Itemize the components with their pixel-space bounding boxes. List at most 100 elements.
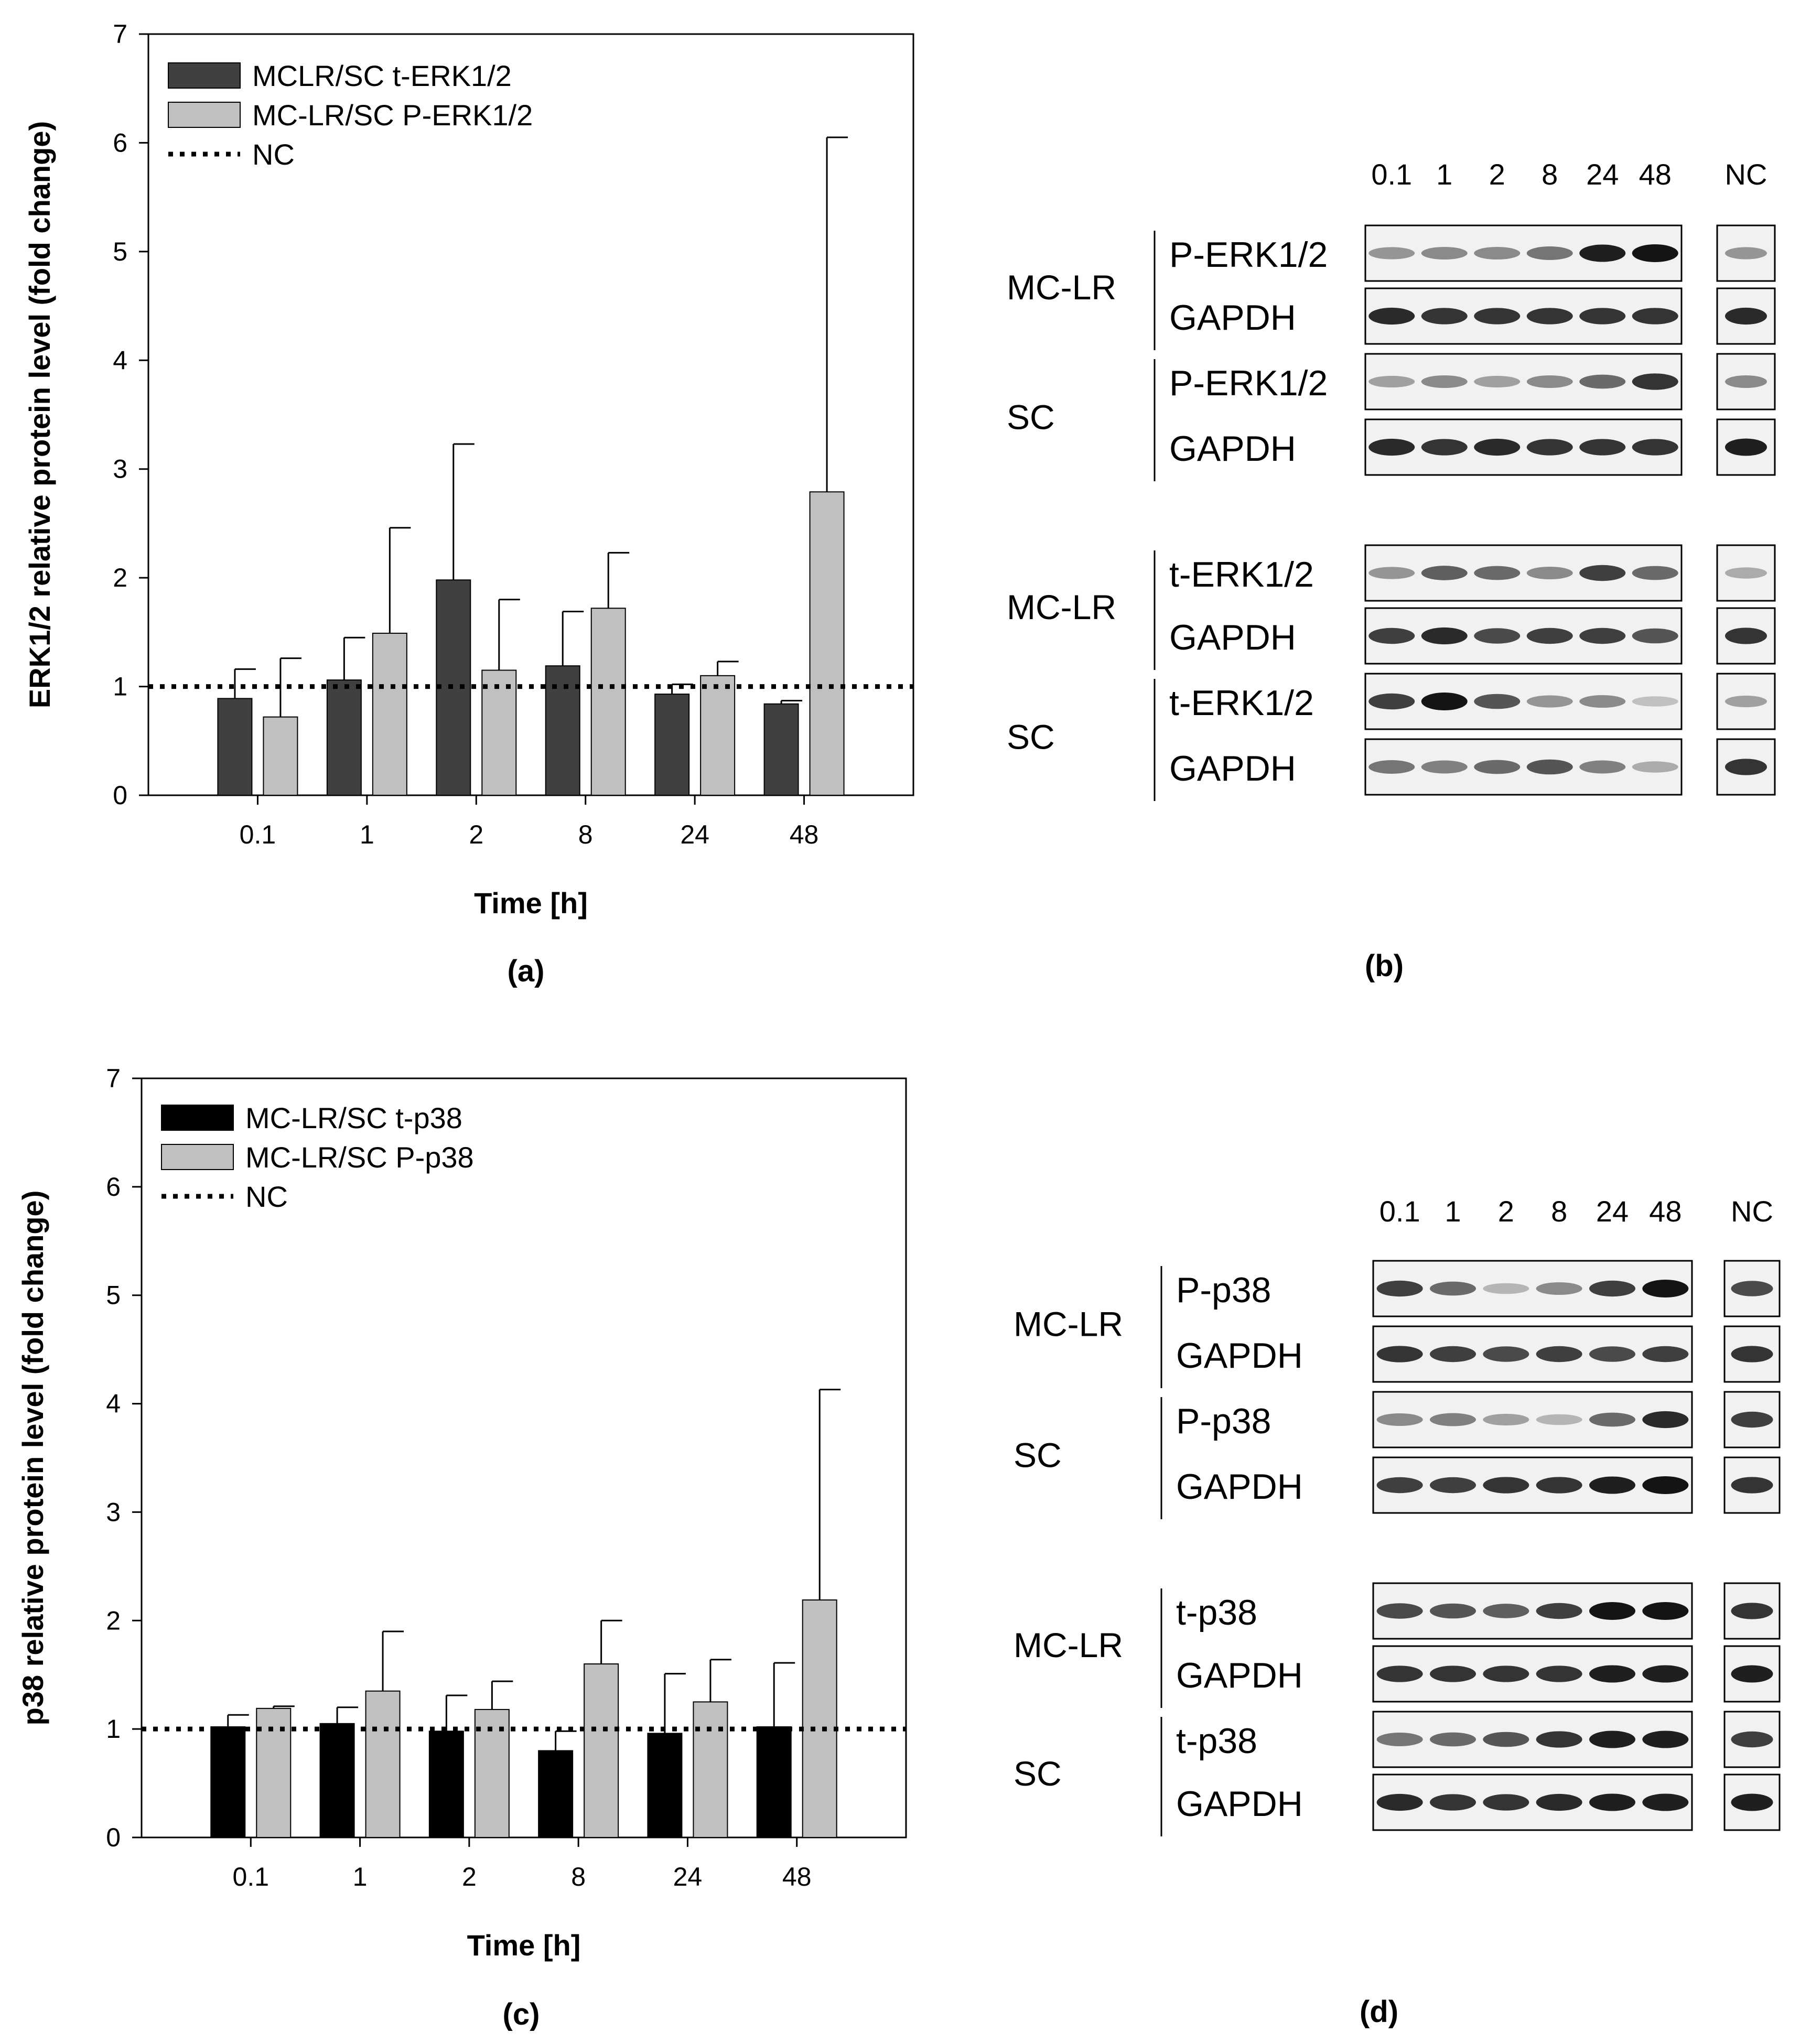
bar [210,1726,246,1838]
blot-band [1430,1603,1476,1619]
bar [584,1663,619,1838]
blot-band [1589,1476,1635,1494]
blot-band [1579,695,1626,708]
blot-p38: 0.1 1 2 8 24 48 NC MC-LR P-p38 GAPDH SC P-p38 GAPDH M… [1014,1195,1781,1836]
x-tick-label: 8 [578,820,593,849]
blot-band [1421,439,1468,456]
legend-label: MC-LR/SC t-p38 [245,1101,462,1134]
blot-band [1536,1666,1582,1682]
lane-label: 0.1 [1379,1195,1420,1228]
blot-nc-band [1731,1411,1773,1428]
blot-row-label: P-ERK1/2 [1169,235,1328,275]
blot-band [1474,438,1521,456]
blot-row-label: GAPDH [1169,429,1296,469]
legend-swatch [161,1105,234,1131]
blot-nc-band [1725,695,1767,708]
bar [545,665,580,796]
blot-band [1632,244,1678,262]
lane-label: 24 [1596,1195,1629,1228]
blot-row-label: t-p38 [1176,1593,1257,1632]
blot-band [1430,1794,1476,1811]
blot-band [1368,307,1415,325]
blot-band [1589,1793,1635,1811]
lane-label: 8 [1542,158,1558,191]
x-tick-label: 48 [790,820,819,849]
lane-label: 0.1 [1371,158,1412,191]
bar [256,1707,292,1838]
blot-group-label: MC-LR [1007,268,1116,307]
blot-band [1368,628,1415,644]
blot-band [1430,1732,1476,1747]
blot-row-label: GAPDH [1169,298,1296,338]
bar [590,608,626,796]
blot-row-label: t-ERK1/2 [1169,683,1314,723]
y-tick-label: 4 [106,1389,121,1419]
bar [809,491,845,796]
blot-band [1483,1477,1529,1494]
blot-row-label: GAPDH [1176,1656,1303,1695]
bar [263,716,298,796]
x-tick-label: 0.1 [233,1862,270,1891]
blot-band [1474,375,1521,388]
blot-strip [1372,1645,1693,1703]
blot-band [1526,439,1573,456]
blot-band [1368,375,1415,388]
blot-strip [1364,607,1683,665]
blot-band [1483,1666,1529,1682]
blot-band [1421,627,1468,645]
blot-band [1526,375,1573,388]
y-tick-label: 3 [106,1497,121,1527]
x-axis-title: Time [h] [467,1929,581,1962]
y-tick-label: 2 [106,1606,121,1635]
lane-label: 8 [1551,1195,1567,1228]
blot-group-label: SC [1014,1754,1062,1793]
bar [647,1733,683,1838]
blot-band [1421,693,1468,710]
blot-band [1589,1731,1635,1748]
chart-p38: 0 1 2 3 4 5 6 7 0.1 1 2 8 24 48 MC-LR/SC t-p38 MC-LR/SC… [16,1064,907,1962]
blot-strip [1372,1711,1693,1768]
blot-group-label: SC [1014,1436,1062,1475]
bar [802,1599,837,1838]
blot-band [1474,246,1521,260]
blot-band [1632,628,1678,644]
blot-band [1376,1793,1423,1811]
chart-erk: 0 1 2 3 4 5 6 7 0.1 1 2 8 24 48 MCLR/SC t-ERK1/2 MC-LR/… [23,19,914,920]
blot-band [1579,374,1626,389]
blot-nc-band [1725,247,1767,259]
blot-band [1642,1280,1689,1297]
bar [372,632,407,796]
blot-band [1526,695,1573,708]
y-tick-label: 2 [113,563,127,592]
blot-group-label: SC [1007,398,1055,437]
legend-swatch [161,1144,234,1170]
blot-row-label: GAPDH [1176,1467,1303,1507]
x-tick-label: 1 [353,1862,368,1891]
blot-strip [1364,224,1683,282]
blot-nc-band [1731,1603,1773,1619]
plot-frame [147,33,914,796]
blot-strip [1364,738,1683,796]
blot-band [1526,246,1573,260]
y-tick-label: 1 [106,1714,121,1744]
blot-band [1430,1346,1476,1362]
panel-label-b: (b) [1365,949,1404,983]
lane-label: 48 [1639,158,1672,191]
y-tick-label: 7 [113,19,127,49]
x-tick-label: 2 [462,1862,477,1891]
blot-band [1642,1411,1689,1429]
blot-band [1421,246,1468,260]
blot-band [1632,696,1678,707]
blot-strip [1372,1773,1693,1831]
bar [538,1750,574,1838]
blot-band [1526,308,1573,325]
plot-frame [141,1077,907,1838]
blot-band [1430,1413,1476,1426]
blot-row-label: GAPDH [1176,1336,1303,1376]
lane-label: 24 [1586,158,1619,191]
x-tick-label: 0.1 [240,820,276,849]
blot-nc-band [1725,628,1767,644]
blot-band [1526,628,1573,644]
blot-band [1430,1281,1476,1296]
